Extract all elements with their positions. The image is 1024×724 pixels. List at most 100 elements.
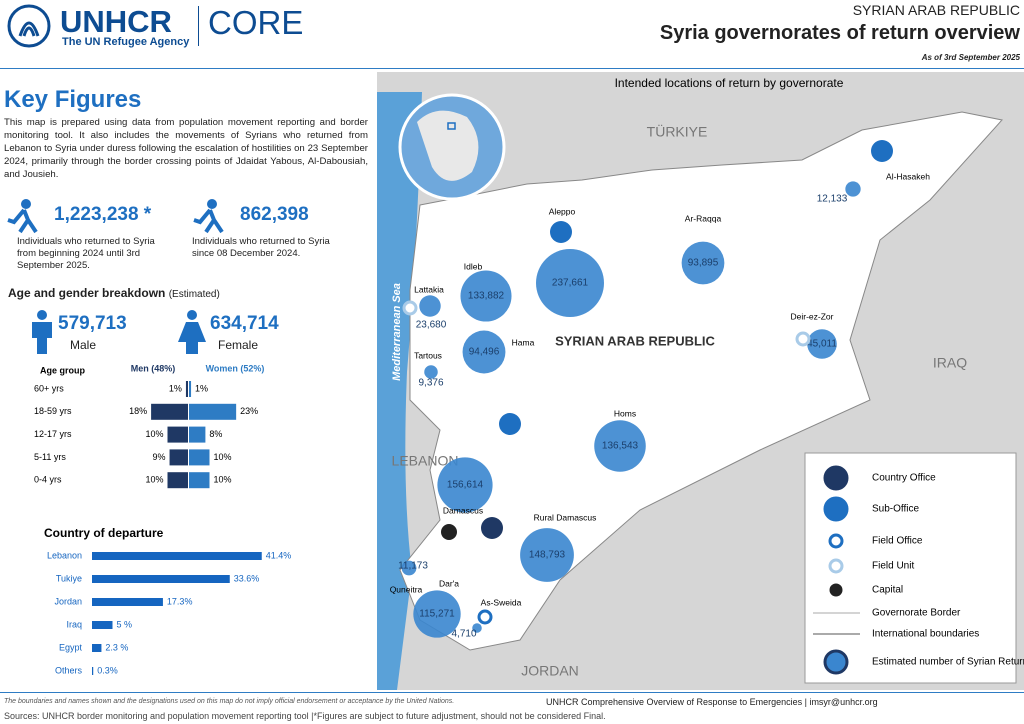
figure-value: 862,398 [240,204,309,225]
governorate-name: Hama [512,337,535,347]
male-icon [32,310,52,354]
logo-icon [7,4,51,48]
legend-label: International boundaries [872,629,979,640]
value-label: 1% [169,383,182,393]
returnee-bubble [460,270,512,322]
legend-symbol [823,649,849,675]
value-label: 17.3% [167,596,193,606]
bar [92,667,94,675]
disclaimer: The boundaries and names shown and the d… [4,698,455,705]
country-label: JORDAN [521,663,579,679]
value-label: 8% [209,429,222,439]
sources: Sources: UNHCR border monitoring and pop… [4,711,606,721]
value-label: 11,173 [398,561,428,572]
field-icon [402,300,418,316]
governorate-name: Damascus [443,505,483,515]
returnee-bubble [536,249,604,317]
male-label: Male [70,338,97,352]
female-label: Female [218,338,259,352]
value-label: 0.3% [97,665,118,675]
date: As of 3rd September 2025 [921,53,1020,62]
category-header: Age group [40,365,85,375]
syria-outline [399,111,1003,651]
bar [92,598,163,606]
value-label: 94,496 [469,347,500,358]
value-label: 23% [240,406,258,416]
country-label: LEBANON [392,453,459,469]
office-icon [499,413,521,435]
bar [92,644,102,652]
female-icon [178,310,206,354]
bar-women [189,403,237,420]
returnee-bubble [462,330,506,374]
legend-label: Governorate Border [872,608,961,619]
female-value: 634,714 [210,313,279,334]
bar [92,552,262,560]
value-label: 10% [145,429,163,439]
value-label: 156,614 [447,480,484,491]
value-label: 237,661 [552,278,589,289]
country: SYRIAN ARAB REPUBLIC [852,2,1020,18]
returnee-bubble [845,181,861,197]
product: CORE [208,4,304,41]
governorate-name: Lattakia [414,284,444,294]
bar-women [189,472,210,489]
value-label: 12,133 [817,194,848,205]
governorate-name: Rural Damascus [534,512,597,522]
governorate-name: Quneitra [390,584,423,594]
value-label: 10% [214,452,232,462]
legend-symbol [828,533,844,549]
bar-men [151,403,188,420]
legend-symbol [823,496,849,522]
governorate-name: Dar'a [439,578,459,588]
figure-text: Individuals who returned to Syria since … [192,236,330,259]
returnee-bubble [401,560,417,576]
legend-label: Capital [872,585,903,596]
sea-label: Mediterranean Sea [391,283,403,381]
value-label: 136,543 [602,441,639,452]
governorate-name: Homs [614,408,636,418]
header-rule [0,68,1024,69]
bar-women [189,449,210,466]
legend-symbol [823,465,849,491]
country-label: TÜRKIYE [647,123,708,140]
category-label: 60+ yrs [34,383,64,393]
returnee-bubble [520,528,574,582]
returnee-bubble [424,365,438,379]
male-value: 579,713 [58,313,127,334]
credit: UNHCR Comprehensive Overview of Response… [546,697,878,707]
governorate-name: Aleppo [549,206,576,216]
category-label: 0-4 yrs [34,475,62,485]
value-label: 45,011 [807,339,837,350]
map: Intended locations of return by governor… [377,72,1024,690]
office-icon [481,517,503,539]
legend-men: Men (48%) [131,363,176,373]
bar [92,621,113,629]
key-figures-title: Key Figures [4,86,142,113]
value-label: 93,895 [688,258,719,269]
value-label: 4,710 [451,629,476,640]
returnee-bubble [437,457,493,513]
map-title: Intended locations of return by governor… [615,76,844,90]
person-icon [7,199,38,234]
tagline: The UN Refugee Agency [62,36,190,48]
governorate-name: Tartous [414,350,442,360]
gender-title: Age and gender breakdown (Estimated) [8,286,220,300]
office-icon [871,140,893,162]
governorate-name: Deir-ez-Zor [791,311,834,321]
value-label: 10% [214,475,232,485]
returnee-bubble [807,329,837,359]
country-label: SYRIAN ARAB REPUBLIC [555,333,715,348]
departure-chart: Country of departure Lebanon 41.4% Tukiye 33… [44,526,292,675]
category-label: Others [55,665,83,675]
figure-text: Individuals who returned to Syria from b… [17,236,155,271]
country-label: IRAQ [933,355,967,371]
gender-subtitle: (Estimated) [168,289,220,300]
legend-symbol [828,558,844,574]
value-label: 41.4% [266,550,292,560]
returnee-bubble [681,241,725,285]
field-icon [795,331,811,347]
returnee-bubble [472,623,482,633]
bar-women [189,381,192,397]
